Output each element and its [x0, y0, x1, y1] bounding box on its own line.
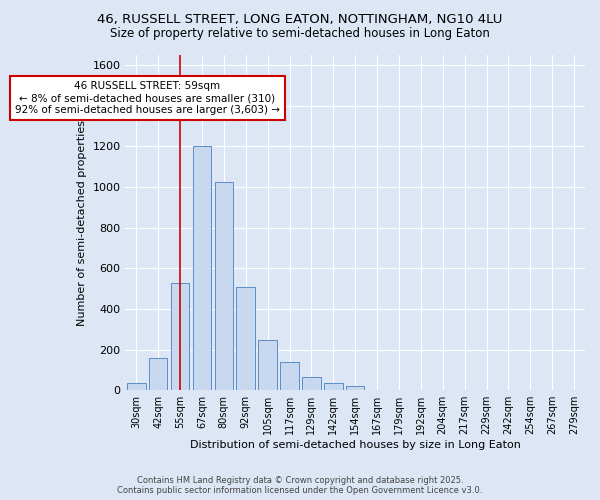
- Bar: [346, 386, 364, 390]
- Bar: [127, 383, 146, 390]
- Bar: [171, 282, 190, 390]
- Text: Size of property relative to semi-detached houses in Long Eaton: Size of property relative to semi-detach…: [110, 28, 490, 40]
- Bar: [280, 362, 299, 390]
- Text: Contains HM Land Registry data © Crown copyright and database right 2025.
Contai: Contains HM Land Registry data © Crown c…: [118, 476, 482, 495]
- Text: 46 RUSSELL STREET: 59sqm
← 8% of semi-detached houses are smaller (310)
92% of s: 46 RUSSELL STREET: 59sqm ← 8% of semi-de…: [15, 82, 280, 114]
- Text: 46, RUSSELL STREET, LONG EATON, NOTTINGHAM, NG10 4LU: 46, RUSSELL STREET, LONG EATON, NOTTINGH…: [97, 12, 503, 26]
- Bar: [259, 340, 277, 390]
- Bar: [215, 182, 233, 390]
- Bar: [302, 377, 321, 390]
- Bar: [149, 358, 167, 390]
- Bar: [236, 286, 255, 390]
- Y-axis label: Number of semi-detached properties: Number of semi-detached properties: [77, 120, 87, 326]
- X-axis label: Distribution of semi-detached houses by size in Long Eaton: Distribution of semi-detached houses by …: [190, 440, 521, 450]
- Bar: [193, 146, 211, 390]
- Bar: [324, 383, 343, 390]
